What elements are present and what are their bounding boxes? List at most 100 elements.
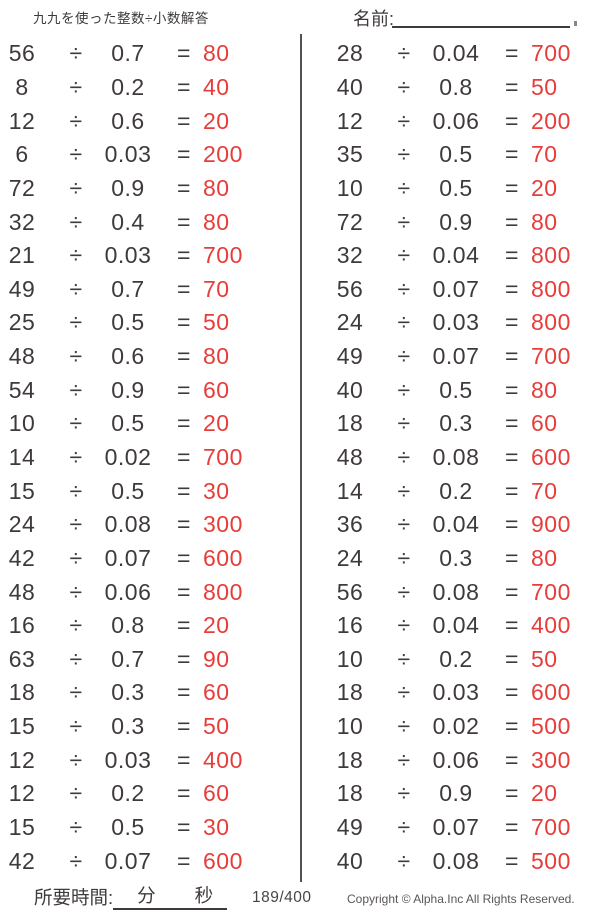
divisor-value: 0.3 — [111, 679, 145, 706]
divisor-value: 0.2 — [111, 780, 145, 807]
seconds-label: 秒 — [194, 885, 214, 906]
problem-row: 56 ÷ 0.7 = 80 — [0, 37, 298, 71]
answer-value: 80 — [203, 343, 230, 370]
divisor-value: 0.9 — [439, 208, 473, 235]
divide-sign: ÷ — [397, 679, 411, 706]
answer-value: 200 — [203, 141, 243, 168]
dividend-value: 16 — [8, 612, 36, 639]
equals-sign: = — [505, 645, 519, 672]
problem-row: 24 ÷ 0.03 = 800 — [328, 306, 598, 340]
equals-sign: = — [177, 645, 191, 672]
divide-sign: ÷ — [397, 713, 411, 740]
problem-row: 15 ÷ 0.3 = 50 — [0, 710, 298, 744]
equals-sign: = — [177, 544, 191, 571]
problem-row: 10 ÷ 0.5 = 20 — [328, 172, 598, 206]
dividend-value: 56 — [8, 40, 36, 67]
problem-row: 18 ÷ 0.3 = 60 — [0, 676, 298, 710]
divide-sign: ÷ — [69, 309, 83, 336]
dividend-value: 42 — [8, 544, 36, 571]
divide-sign: ÷ — [69, 847, 83, 874]
problem-row: 12 ÷ 0.6 = 20 — [0, 104, 298, 138]
equals-sign: = — [505, 275, 519, 302]
equals-sign: = — [177, 343, 191, 370]
dividend-value: 48 — [8, 343, 36, 370]
problem-row: 49 ÷ 0.07 = 700 — [328, 811, 598, 845]
dividend-value: 63 — [8, 645, 36, 672]
divisor-value: 0.6 — [111, 343, 145, 370]
problem-row: 12 ÷ 0.06 = 200 — [328, 104, 598, 138]
divisor-value: 0.5 — [111, 814, 145, 841]
divide-sign: ÷ — [397, 780, 411, 807]
problem-row: 40 ÷ 0.08 = 500 — [328, 844, 598, 878]
divide-sign: ÷ — [397, 645, 411, 672]
divisor-value: 0.07 — [432, 814, 480, 841]
divisor-value: 0.5 — [439, 376, 473, 403]
dividend-value: 48 — [336, 444, 364, 470]
answer-value: 20 — [531, 780, 558, 807]
problem-row: 21 ÷ 0.03 = 700 — [0, 239, 298, 273]
divisor-value: 0.04 — [432, 511, 480, 538]
divide-sign: ÷ — [69, 511, 83, 538]
answer-value: 60 — [203, 780, 230, 807]
divide-sign: ÷ — [397, 477, 411, 504]
equals-sign: = — [177, 107, 191, 134]
answer-value: 80 — [531, 544, 558, 571]
divisor-value: 0.9 — [111, 376, 145, 403]
divisor-value: 0.8 — [439, 73, 473, 100]
dividend-value: 15 — [8, 814, 36, 841]
equals-sign: = — [177, 780, 191, 807]
divisor-value: 0.08 — [432, 847, 480, 874]
answer-value: 700 — [531, 578, 571, 605]
equals-sign: = — [505, 444, 519, 470]
divide-sign: ÷ — [397, 544, 411, 571]
dividend-value: 10 — [336, 645, 364, 672]
divide-sign: ÷ — [397, 746, 411, 773]
divisor-value: 0.9 — [111, 174, 145, 201]
divide-sign: ÷ — [397, 174, 411, 201]
equals-sign: = — [505, 679, 519, 706]
equals-sign: = — [505, 746, 519, 773]
dividend-value: 10 — [336, 713, 364, 740]
problem-row: 72 ÷ 0.9 = 80 — [328, 205, 598, 239]
equals-sign: = — [177, 578, 191, 605]
dividend-value: 25 — [8, 309, 36, 336]
answer-value: 80 — [203, 174, 230, 201]
divide-sign: ÷ — [397, 343, 411, 370]
equals-sign: = — [505, 40, 519, 67]
name-blank-line — [392, 7, 570, 28]
answer-value: 80 — [203, 40, 230, 67]
equals-sign: = — [177, 275, 191, 302]
divide-sign: ÷ — [397, 847, 411, 874]
divisor-value: 0.04 — [432, 242, 480, 269]
dividend-value: 56 — [336, 275, 364, 302]
equals-sign: = — [505, 174, 519, 201]
dividend-value: 40 — [336, 376, 364, 403]
answer-value: 80 — [531, 376, 558, 403]
divisor-value: 0.03 — [104, 746, 152, 773]
dividend-value: 24 — [336, 544, 364, 571]
answer-value: 400 — [203, 746, 243, 773]
divide-sign: ÷ — [69, 578, 83, 605]
divisor-value: 0.9 — [439, 780, 473, 807]
problem-row: 32 ÷ 0.04 = 800 — [328, 239, 598, 273]
problem-row: 48 ÷ 0.08 = 600 — [328, 441, 598, 475]
answer-value: 700 — [531, 40, 571, 67]
dividend-value: 14 — [336, 477, 364, 504]
divide-sign: ÷ — [69, 477, 83, 504]
answer-value: 700 — [203, 444, 243, 470]
equals-sign: = — [505, 814, 519, 841]
answer-value: 70 — [203, 275, 230, 302]
equals-sign: = — [505, 780, 519, 807]
divide-sign: ÷ — [397, 141, 411, 168]
answer-value: 60 — [203, 376, 230, 403]
answer-value: 60 — [531, 410, 558, 437]
divisor-value: 0.2 — [111, 73, 145, 100]
divide-sign: ÷ — [397, 612, 411, 639]
divisor-value: 0.03 — [104, 141, 152, 168]
problem-row: 16 ÷ 0.04 = 400 — [328, 609, 598, 643]
equals-sign: = — [505, 343, 519, 370]
answer-value: 50 — [203, 713, 230, 740]
divisor-value: 0.08 — [432, 578, 480, 605]
dividend-value: 16 — [336, 612, 364, 639]
divisor-value: 0.5 — [111, 477, 145, 504]
